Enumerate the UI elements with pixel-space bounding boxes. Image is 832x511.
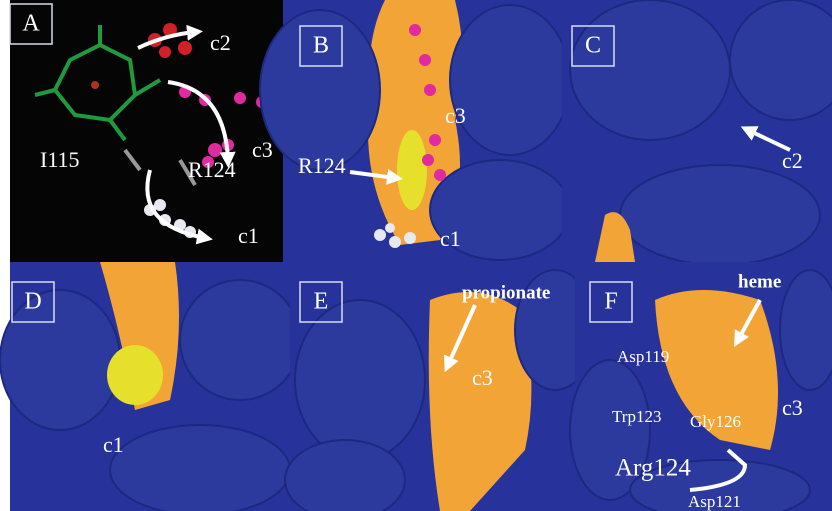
surface-blob (450, 5, 570, 155)
panel-letter: C (585, 33, 601, 59)
panel-letter: E (314, 289, 329, 315)
label: c1 (103, 432, 124, 457)
surface-blob (620, 165, 820, 265)
panel-c: C c2 (562, 0, 832, 265)
label: c3 (445, 103, 466, 128)
cavity (107, 345, 163, 405)
panel-letter: A (22, 11, 40, 37)
surface-blob (285, 440, 405, 511)
surface-blob (295, 300, 425, 460)
panel-e: E propionate c3 (285, 262, 595, 511)
label: I115 (40, 147, 80, 172)
label: c2 (782, 148, 803, 173)
label: c3 (472, 365, 493, 390)
surface-blob (110, 425, 290, 511)
figure: A c2 c3 I115 R124 c1 B c3 R124 c1 C c2 (0, 0, 832, 511)
label: c2 (210, 30, 231, 55)
panel-letter: D (24, 289, 41, 315)
surface-blob (570, 0, 730, 140)
panel-f: F heme Asp119 c3 Trp123 Gly126 Arg124 As… (570, 262, 832, 511)
label: Gly126 (690, 412, 741, 431)
cavity (397, 130, 427, 210)
label: c3 (782, 395, 803, 420)
label: Arg124 (615, 455, 691, 482)
label: Asp121 (688, 492, 741, 511)
label: heme (738, 271, 781, 292)
surface-blob (180, 280, 300, 400)
surface-blob (0, 290, 120, 430)
panel-letter: F (604, 289, 617, 315)
label: c3 (252, 137, 273, 162)
label: R124 (298, 153, 346, 178)
label: Trp123 (612, 407, 661, 426)
panel-b: B c3 R124 c1 (260, 0, 570, 262)
label: c1 (238, 223, 259, 248)
label: propionate (462, 282, 550, 303)
panel-a: A c2 c3 I115 R124 c1 (10, 0, 283, 262)
panel-d: D c1 (0, 262, 300, 511)
surface-blob (780, 270, 832, 390)
label: R124 (188, 157, 236, 182)
label: Asp119 (617, 347, 669, 366)
panel-letter: B (313, 33, 329, 59)
label: c1 (440, 226, 461, 251)
